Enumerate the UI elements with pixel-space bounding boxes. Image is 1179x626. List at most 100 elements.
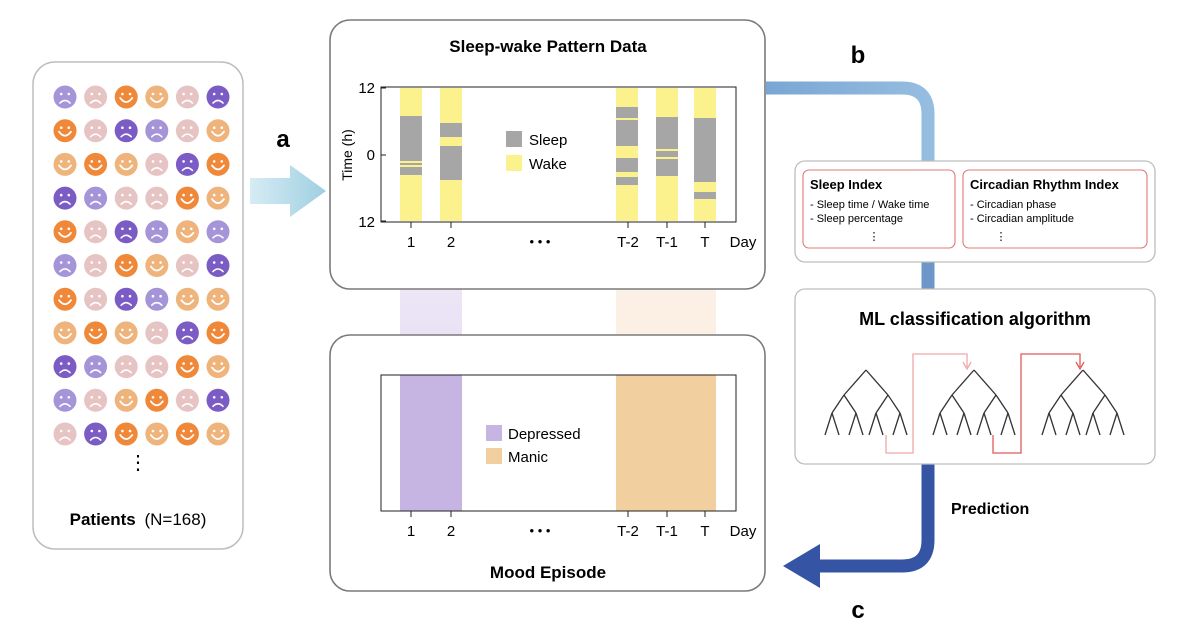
happy-face-icon (145, 85, 169, 109)
sad-face-icon (145, 220, 169, 244)
happy-face-icon (114, 254, 138, 277)
patients-label-bold: Patients (70, 510, 136, 529)
patient-faces-grid (53, 85, 230, 446)
day-tick-label: 1 (407, 234, 415, 251)
sad-face-icon (206, 254, 230, 277)
happy-face-icon (84, 152, 108, 176)
sad-face-icon (145, 152, 169, 176)
circadian-index-item-1: - Circadian phase (970, 199, 1056, 211)
happy-face-icon (145, 422, 169, 446)
sad-face-icon (84, 186, 108, 210)
sad-face-icon (145, 119, 169, 143)
happy-face-icon (206, 152, 230, 176)
day-tick-label: 2 (447, 234, 455, 251)
ml-panel (794, 288, 1156, 465)
day-tick-label: T-2 (617, 523, 639, 540)
circadian-index-ellipsis: ⋮ (996, 231, 1007, 243)
day-tick-label: T-2 (617, 234, 639, 251)
arrow-a (250, 165, 326, 217)
happy-face-icon (53, 220, 77, 244)
sad-face-icon (145, 321, 169, 345)
patients-label: Patients (N=168) (70, 510, 207, 529)
happy-face-icon (53, 152, 77, 176)
mood-plot-frame (380, 374, 737, 512)
tree-connector-2-head (1075, 361, 1085, 371)
patients-ellipsis: ⋮ (128, 452, 148, 474)
mood-title: Mood Episode (490, 563, 606, 582)
mood-manic-block (616, 375, 716, 511)
sleep-day-axis: 1 2 T-2 T-1 T • • • Day (407, 222, 757, 251)
sad-face-icon (53, 254, 77, 277)
happy-face-icon (206, 186, 230, 210)
sad-face-icon (206, 388, 230, 412)
happy-face-icon (175, 287, 199, 311)
sad-face-icon (145, 287, 169, 311)
sleep-ylabel: Time (h) (339, 129, 355, 181)
sad-face-icon (53, 355, 77, 379)
patients-count: (N=168) (144, 510, 206, 529)
mood-day-axis: 1 2 T-2 T-1 T • • • Day (407, 511, 757, 540)
day-ellipsis: • • • (530, 523, 551, 538)
day-tick-label: 1 (407, 523, 415, 540)
sad-face-icon (84, 355, 108, 379)
circadian-index-box (962, 169, 1148, 249)
sleep-wake-bars (400, 88, 716, 221)
happy-face-icon (175, 220, 199, 244)
sad-face-icon (53, 422, 77, 446)
sad-face-icon (145, 355, 169, 379)
day-axis-unit: Day (730, 523, 757, 540)
sad-face-icon (114, 119, 138, 143)
circadian-index-item-2: - Circadian amplitude (970, 213, 1074, 225)
tree-connector-2 (992, 353, 1081, 454)
sleep-ytick-top: 12 (358, 80, 375, 97)
happy-face-icon (206, 119, 230, 143)
sad-face-icon (175, 254, 199, 277)
happy-face-icon (206, 321, 230, 345)
sad-face-icon (206, 85, 230, 109)
day-tick-label: T-1 (656, 234, 678, 251)
sad-face-icon (53, 85, 77, 109)
legend-wake-swatch (506, 155, 522, 171)
decision-tree-icon (932, 369, 1016, 436)
sad-face-icon (84, 422, 108, 446)
sad-face-icon (175, 152, 199, 176)
sad-face-icon (175, 321, 199, 345)
legend-manic-label: Manic (508, 449, 549, 466)
sad-face-icon (84, 220, 108, 244)
sad-face-icon (114, 287, 138, 311)
legend-wake-label: Wake (529, 156, 567, 173)
sleep-bar-day (616, 88, 638, 221)
label-a: a (276, 126, 290, 153)
sleep-ytick-bottom: 12 (358, 214, 375, 231)
sad-face-icon (145, 186, 169, 210)
sad-face-icon (114, 220, 138, 244)
day-tick-label: T (700, 523, 709, 540)
day-tick-label: T-1 (656, 523, 678, 540)
happy-face-icon (206, 355, 230, 379)
day-tick-label: 2 (447, 523, 455, 540)
sad-face-icon (175, 119, 199, 143)
label-b: b (851, 42, 866, 69)
tree-connector-1-head (962, 361, 972, 371)
mood-depressed-block (400, 375, 462, 511)
sleep-index-ellipsis: ⋮ (869, 231, 880, 243)
sad-face-icon (84, 119, 108, 143)
sleep-index-box (802, 169, 956, 249)
decision-tree-icon (824, 369, 908, 436)
prediction-label: Prediction (951, 501, 1029, 518)
happy-face-icon (53, 321, 77, 345)
happy-face-icon (84, 321, 108, 345)
sad-face-icon (175, 388, 199, 412)
legend-depressed-swatch (486, 425, 502, 441)
legend-depressed-label: Depressed (508, 426, 581, 443)
decision-tree-icon (1041, 369, 1125, 436)
happy-face-icon (145, 254, 169, 277)
pipeline-b (766, 81, 935, 172)
legend-sleep-label: Sleep (529, 132, 567, 149)
sad-face-icon (175, 85, 199, 109)
sleep-wake-title: Sleep-wake Pattern Data (449, 37, 647, 56)
day-ellipsis: • • • (530, 234, 551, 249)
sad-face-icon (53, 388, 77, 412)
happy-face-icon (206, 287, 230, 311)
